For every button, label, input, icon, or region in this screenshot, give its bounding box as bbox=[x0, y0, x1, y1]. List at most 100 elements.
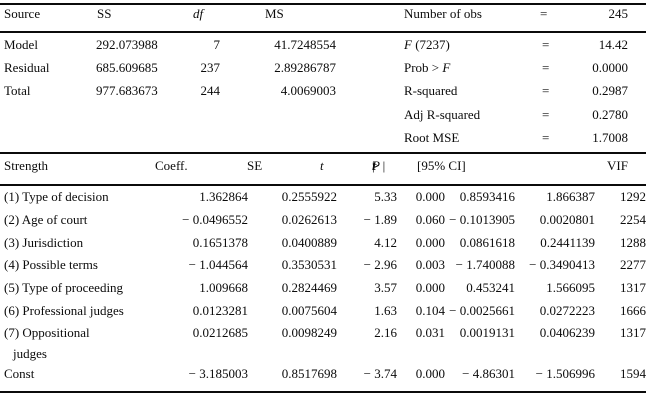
table-row: Root MSE = 1.7008 bbox=[0, 127, 646, 150]
stat-value-number-of-obs: 245 bbox=[608, 6, 629, 21]
col-header-ci: [95% CI] bbox=[417, 158, 466, 173]
source-label: Total bbox=[4, 83, 31, 99]
p-value: 0.000 bbox=[415, 189, 445, 205]
ci-upper: − 0.3490413 bbox=[529, 257, 595, 273]
table-row: Model 292.073988 7 41.7248554 F (7237) =… bbox=[0, 33, 646, 56]
ci-lower: − 0.1013905 bbox=[449, 212, 515, 228]
t-value: 1.63 bbox=[374, 302, 397, 318]
ci-upper: 0.0406239 bbox=[539, 325, 595, 341]
coeff-value: 0.1651378 bbox=[192, 234, 248, 250]
mid-rule-lower bbox=[0, 184, 646, 186]
col-header-source: Source bbox=[4, 6, 41, 21]
col-header-ss: SS bbox=[97, 6, 112, 21]
equals-sign: = bbox=[540, 6, 548, 21]
equals-sign: = bbox=[542, 106, 550, 122]
p-value: 0.104 bbox=[415, 302, 445, 318]
col-header-vif: VIF bbox=[607, 158, 628, 173]
stat-label-r-squared: R-squared bbox=[404, 83, 458, 99]
mid-rule-upper bbox=[0, 152, 646, 154]
se-value: 0.0262613 bbox=[281, 212, 337, 228]
coef-row: (2) Age of court − 0.0496552 0.0262613 −… bbox=[0, 209, 646, 232]
ms-value: 4.0069003 bbox=[280, 83, 336, 99]
coef-body: (1) Type of decision 1.362864 0.2555922 … bbox=[0, 186, 646, 385]
ci-upper: 0.2441139 bbox=[540, 234, 595, 250]
coef-row: (1) Type of decision 1.362864 0.2555922 … bbox=[0, 186, 646, 209]
ss-value: 685.609685 bbox=[96, 60, 158, 76]
se-value: 0.0400889 bbox=[281, 234, 337, 250]
vif-value: 1292 bbox=[620, 189, 646, 205]
coef-header-row: Strength Coeff. SE t P > | t | [95% CI] VI… bbox=[0, 158, 646, 182]
coeff-value: 1.009668 bbox=[199, 280, 248, 296]
t-value: − 2.96 bbox=[363, 257, 397, 273]
ci-lower: 0.8593416 bbox=[459, 189, 515, 205]
ci-lower: − 1.740088 bbox=[455, 257, 515, 273]
table-row: Residual 685.609685 237 2.89286787 Prob … bbox=[0, 56, 646, 79]
vif-value: 1594 bbox=[620, 365, 646, 381]
coeff-value: − 3.185003 bbox=[188, 365, 248, 381]
stat-label-italic: F bbox=[404, 36, 412, 52]
stat-label-prob-f: Prob > F bbox=[404, 60, 540, 76]
stat-value-root-mse: 1.7008 bbox=[592, 130, 628, 146]
stat-label-rest: Prob > bbox=[404, 60, 443, 76]
stat-label-rest: (7237) bbox=[411, 36, 450, 52]
bottom-rule bbox=[0, 391, 646, 393]
anova-header-row: Source SS df MS Number of obs = 245 bbox=[0, 6, 646, 30]
coeff-value: − 1.044564 bbox=[188, 257, 248, 273]
se-value: 0.0098249 bbox=[281, 325, 337, 341]
vif-value: 1317 bbox=[620, 280, 646, 296]
coef-row: (6) Professional judges 0.0123281 0.0075… bbox=[0, 299, 646, 322]
predictor-label-line1: (7) Oppositional bbox=[4, 325, 90, 341]
p-value: 0.000 bbox=[415, 234, 445, 250]
coef-row: (5) Type of proceeding 1.009668 0.282446… bbox=[0, 277, 646, 300]
predictor-label: (3) Jurisdiction bbox=[4, 234, 84, 250]
predictor-label: (6) Professional judges bbox=[4, 302, 124, 318]
ci-upper: 0.0272223 bbox=[539, 302, 595, 318]
ss-value: 292.073988 bbox=[96, 36, 158, 52]
col-header-se: SE bbox=[247, 158, 263, 173]
equals-sign: = bbox=[542, 36, 550, 52]
p-header-italic-p: P bbox=[372, 158, 380, 173]
stat-value-r-squared: 0.2987 bbox=[592, 83, 628, 99]
stat-value-adj-r-squared: 0.2780 bbox=[592, 106, 628, 122]
predictor-label: (4) Possible terms bbox=[4, 257, 98, 273]
ci-upper: 1.566095 bbox=[546, 280, 595, 296]
coeff-value: 1.362864 bbox=[199, 189, 248, 205]
ci-upper: 0.0020801 bbox=[539, 212, 595, 228]
predictor-label-line2: judges bbox=[13, 345, 47, 361]
col-header-ms: MS bbox=[265, 6, 284, 21]
ci-lower: − 4.86301 bbox=[462, 365, 515, 381]
vif-value: 1666 bbox=[620, 302, 646, 318]
coeff-value: 0.0212685 bbox=[192, 325, 248, 341]
table-row: Adj R-squared = 0.2780 bbox=[0, 103, 646, 126]
col-header-df: df bbox=[193, 6, 204, 21]
p-value: 0.031 bbox=[415, 325, 445, 341]
se-value: 0.3530531 bbox=[281, 257, 337, 273]
p-header-italic-t: t bbox=[372, 158, 376, 173]
se-value: 0.0075604 bbox=[281, 302, 337, 318]
t-value: 4.12 bbox=[374, 234, 397, 250]
col-header-t: t bbox=[320, 158, 324, 173]
ms-value: 2.89286787 bbox=[274, 60, 336, 76]
top-rule bbox=[0, 3, 646, 5]
ci-lower: 0.0861618 bbox=[459, 234, 515, 250]
t-value: − 1.89 bbox=[363, 212, 397, 228]
df-value: 7 bbox=[213, 36, 221, 52]
ss-value: 977.683673 bbox=[96, 83, 158, 99]
p-header-end: | bbox=[372, 158, 375, 173]
coeff-value: 0.0123281 bbox=[192, 302, 248, 318]
coeff-value: − 0.0496552 bbox=[182, 212, 248, 228]
stat-label-root-mse: Root MSE bbox=[404, 130, 460, 146]
predictor-label: (5) Type of proceeding bbox=[4, 280, 124, 296]
vif-value: 2277 bbox=[620, 257, 646, 273]
stat-label-f: F (7237) bbox=[404, 37, 540, 53]
ci-lower: 0.453241 bbox=[466, 280, 515, 296]
se-value: 0.8517698 bbox=[281, 365, 337, 381]
equals-sign: = bbox=[542, 130, 550, 146]
df-value: 237 bbox=[200, 60, 221, 76]
t-value: 3.57 bbox=[374, 280, 397, 296]
predictor-label: (7) Oppositional judges bbox=[0, 322, 150, 362]
se-value: 0.2555922 bbox=[281, 189, 337, 205]
header-rule bbox=[0, 31, 646, 33]
col-header-coeff: Coeff. bbox=[155, 158, 188, 173]
